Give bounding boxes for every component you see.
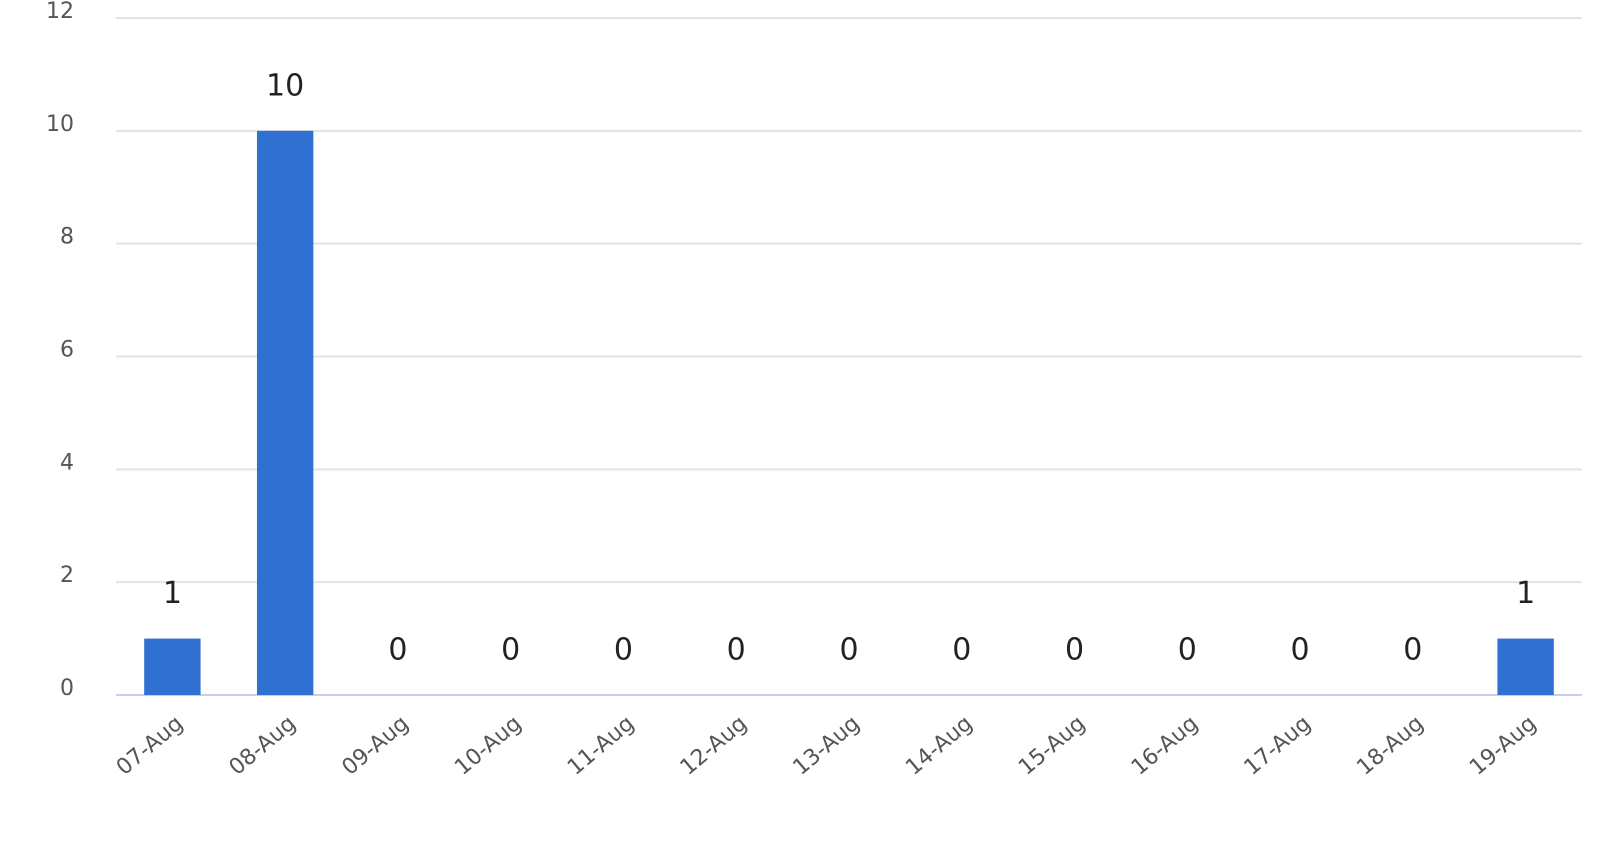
x-tick-label: 12-Aug [676, 711, 752, 781]
x-tick-label: 08-Aug [225, 711, 301, 781]
x-tick-label: 11-Aug [563, 711, 639, 781]
y-tick-label: 4 [60, 450, 74, 475]
x-tick-label: 19-Aug [1465, 711, 1541, 781]
y-tick-label: 0 [60, 676, 74, 701]
x-tick-label: 17-Aug [1240, 711, 1316, 781]
y-tick-label: 2 [60, 563, 74, 588]
data-label: 0 [1403, 633, 1422, 668]
bar [144, 638, 201, 695]
data-label: 10 [266, 68, 304, 103]
x-tick-label: 15-Aug [1014, 711, 1090, 781]
y-tick-label: 10 [46, 112, 74, 137]
x-tick-label: 14-Aug [901, 711, 977, 781]
data-label: 0 [388, 633, 407, 668]
x-tick-label: 16-Aug [1127, 711, 1203, 781]
y-tick-label: 6 [60, 338, 74, 363]
x-tick-label: 10-Aug [450, 711, 526, 781]
data-label: 0 [501, 633, 520, 668]
y-tick-label: 12 [46, 0, 74, 24]
data-label: 1 [1516, 576, 1535, 611]
data-label: 0 [614, 633, 633, 668]
x-tick-label: 18-Aug [1352, 711, 1428, 781]
data-label: 1 [163, 576, 182, 611]
data-label: 0 [952, 633, 971, 668]
data-label: 0 [839, 633, 858, 668]
x-tick-label: 13-Aug [789, 711, 865, 781]
y-tick-label: 8 [60, 225, 74, 250]
data-label: 0 [1065, 633, 1084, 668]
data-label: 0 [1178, 633, 1197, 668]
data-label: 0 [727, 633, 746, 668]
bar [1497, 638, 1554, 695]
bar [256, 130, 314, 696]
x-tick-label: 07-Aug [112, 711, 188, 781]
x-tick-label: 09-Aug [337, 711, 413, 781]
data-label: 0 [1291, 633, 1310, 668]
